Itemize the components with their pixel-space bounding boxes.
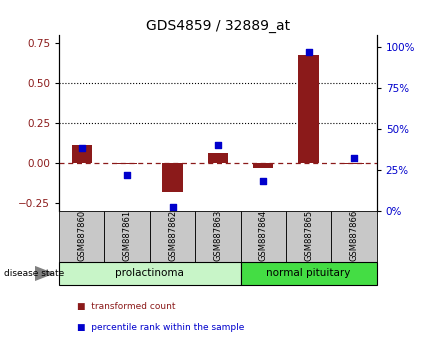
Bar	[286, 211, 331, 262]
Text: normal pituitary: normal pituitary	[266, 268, 351, 279]
Bar	[240, 262, 377, 285]
Bar	[162, 163, 183, 192]
Bar	[59, 262, 240, 285]
Bar	[208, 153, 228, 163]
Title: GDS4859 / 32889_at: GDS4859 / 32889_at	[146, 19, 290, 33]
Bar	[331, 211, 377, 262]
Point	[350, 155, 357, 161]
Bar	[117, 163, 138, 164]
Bar	[240, 211, 286, 262]
Text: GSM887864: GSM887864	[259, 210, 268, 261]
Bar	[298, 55, 319, 163]
Point	[260, 178, 267, 184]
Text: prolactinoma: prolactinoma	[116, 268, 184, 279]
Point	[78, 145, 85, 151]
Point	[215, 142, 222, 148]
Bar	[71, 145, 92, 163]
Point	[169, 205, 176, 210]
Text: GSM887863: GSM887863	[213, 210, 223, 261]
Text: GSM887865: GSM887865	[304, 210, 313, 261]
Text: GSM887866: GSM887866	[350, 210, 358, 261]
Text: GSM887862: GSM887862	[168, 210, 177, 261]
Bar	[59, 211, 105, 262]
Bar	[253, 163, 273, 168]
Bar	[105, 211, 150, 262]
Bar	[195, 211, 240, 262]
Text: GSM887861: GSM887861	[123, 210, 132, 261]
Point	[124, 172, 131, 177]
Polygon shape	[35, 267, 53, 280]
Text: GSM887860: GSM887860	[78, 210, 86, 261]
Text: ■  transformed count: ■ transformed count	[77, 302, 175, 311]
Bar	[150, 211, 195, 262]
Point	[305, 49, 312, 55]
Bar	[344, 163, 364, 164]
Text: disease state: disease state	[4, 269, 65, 278]
Text: ■  percentile rank within the sample: ■ percentile rank within the sample	[77, 323, 244, 332]
